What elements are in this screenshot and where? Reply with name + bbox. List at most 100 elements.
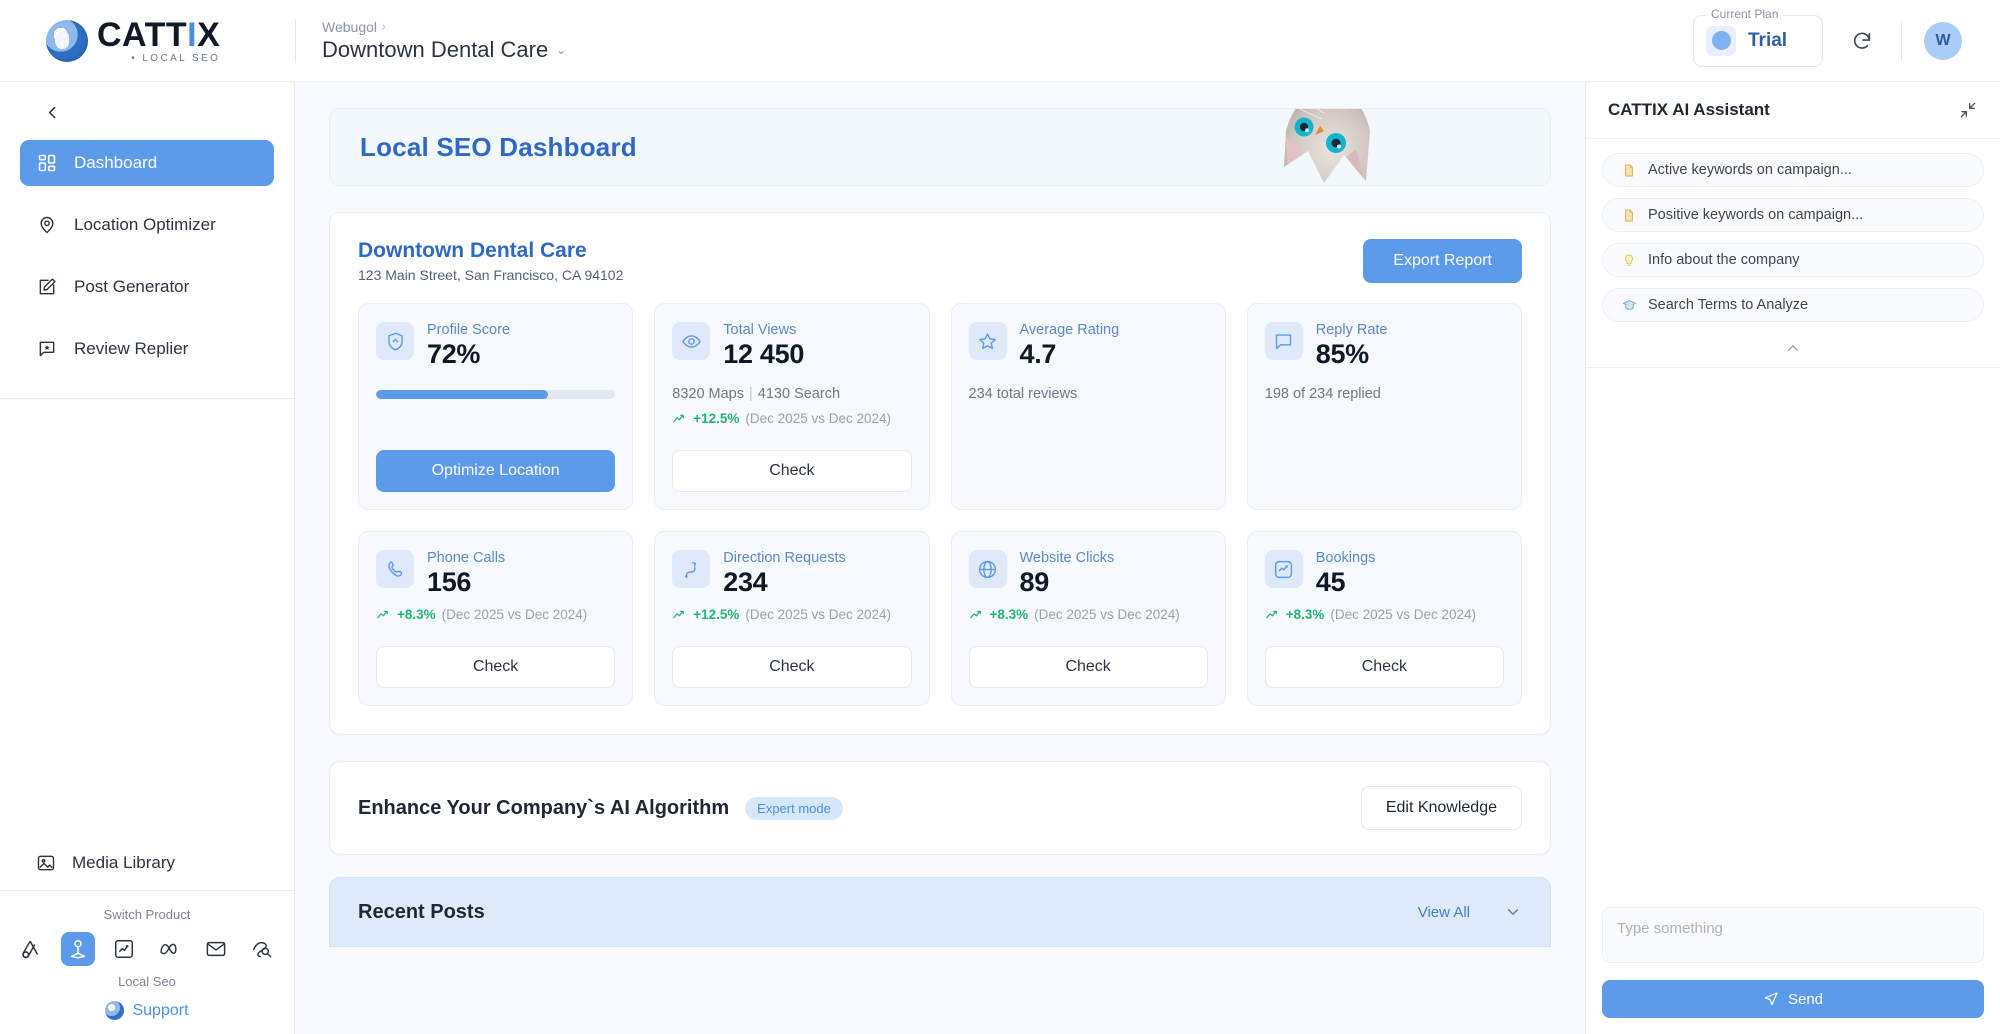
current-plan-legend: Current Plan: [1706, 6, 1784, 21]
sidebar-spacer: [0, 399, 294, 836]
brand-logo[interactable]: CATTIX • LOCAL SEO: [0, 18, 295, 64]
check-button[interactable]: Check: [672, 646, 912, 689]
trend-up-icon: [1266, 610, 1277, 619]
metric-label: Total Views: [723, 322, 797, 338]
breadcrumb-parent[interactable]: Webugol: [322, 18, 378, 35]
edit-knowledge-button[interactable]: Edit Knowledge: [1360, 786, 1522, 831]
current-product-label: Local Seo: [118, 974, 176, 989]
metric-value: 72%: [427, 339, 481, 370]
page-title: Local SEO Dashboard: [360, 131, 637, 162]
check-button[interactable]: Check: [376, 646, 616, 689]
trend-up-icon: [969, 610, 981, 619]
suggestion-search-terms[interactable]: Search Terms to Analyze: [1602, 288, 1984, 322]
current-plan-box[interactable]: Current Plan Trial: [1693, 6, 1823, 67]
sidebar-item-label: Dashboard: [74, 153, 158, 172]
metric-label: Direction Requests: [723, 550, 846, 567]
activity-box-icon: [1264, 550, 1303, 589]
topbar-right-divider: [1901, 20, 1902, 61]
product-switcher: [0, 932, 294, 966]
metric-value: 89: [1019, 567, 1050, 598]
metric-delta: +8.3% (Dec 2025 vs Dec 2024): [376, 607, 615, 622]
cattix-logo-icon: [46, 19, 88, 62]
metric-card-reply-rate: Reply Rate 85% 198 of 234 replied: [1246, 303, 1522, 511]
suggestion-label: Search Terms to Analyze: [1648, 297, 1809, 313]
trend-up-icon: [377, 610, 388, 619]
brand-wordmark: CATTIX • LOCAL SEO: [97, 18, 220, 64]
search-views: 4130 Search: [757, 386, 841, 403]
support-logo-icon: [105, 1001, 125, 1020]
sidebar-item-label: Location Optimizer: [74, 215, 216, 234]
chat-input[interactable]: [1602, 907, 1984, 963]
refresh-icon[interactable]: [1845, 24, 1879, 58]
assistant-title: CATTIX AI Assistant: [1608, 100, 1770, 119]
top-bar: CATTIX • LOCAL SEO Webugol › Downtown De…: [0, 0, 2000, 82]
delta-period: (Dec 2025 vs Dec 2024): [441, 607, 588, 623]
sidebar-item-location-optimizer[interactable]: Location Optimizer: [20, 202, 274, 248]
metric-label: Profile Score: [427, 322, 511, 338]
metric-card-bookings: Bookings 45 +8.3% (Dec 2025 vs Dec 2024)…: [1246, 531, 1522, 707]
document-icon: [1621, 162, 1637, 178]
topbar-actions: Current Plan Trial W: [1693, 6, 2000, 67]
suggestion-positive-keywords[interactable]: Positive keywords on campaign...: [1602, 198, 1984, 232]
metric-label: Reply Rate: [1315, 322, 1388, 338]
metric-label: Average Rating: [1019, 322, 1120, 338]
metric-subtext: 198 of 234 replied: [1264, 386, 1381, 403]
chevron-up-icon[interactable]: [1602, 333, 1984, 367]
metrics-panel-header: Downtown Dental Care 123 Main Street, Sa…: [330, 213, 1550, 283]
breadcrumb: Webugol › Downtown Dental Care ⌄: [322, 19, 566, 63]
directions-icon: [672, 550, 711, 589]
analytics-chart-icon[interactable]: [107, 932, 141, 966]
suggestion-active-keywords[interactable]: Active keywords on campaign...: [1602, 153, 1984, 187]
metric-delta: +12.5% (Dec 2025 vs Dec 2024): [672, 607, 911, 622]
chevron-down-icon[interactable]: [1504, 903, 1522, 921]
check-button[interactable]: Check: [1264, 646, 1504, 689]
metric-delta: +8.3% (Dec 2025 vs Dec 2024): [969, 607, 1208, 622]
delta-period: (Dec 2025 vs Dec 2024): [1330, 607, 1476, 623]
enhance-ai-panel: Enhance Your Company`s AI Algorithm Expe…: [329, 761, 1551, 856]
avatar[interactable]: W: [1924, 21, 1962, 60]
sidebar-item-media-library[interactable]: Media Library: [0, 836, 294, 890]
local-seo-pin-icon[interactable]: [61, 932, 95, 966]
brand-name-main: CATT: [97, 15, 188, 54]
sidebar-item-dashboard[interactable]: Dashboard: [20, 140, 274, 186]
enhance-title: Enhance Your Company`s AI Algorithm: [358, 796, 730, 819]
brand-tagline: • LOCAL SEO: [131, 52, 221, 64]
optimize-location-button[interactable]: Optimize Location: [376, 450, 616, 493]
sidebar-item-label: Media Library: [72, 853, 175, 872]
chevron-left-icon[interactable]: [38, 98, 66, 126]
comment-star-icon: [36, 338, 58, 360]
suggestion-label: Positive keywords on campaign...: [1648, 207, 1864, 223]
sidebar: Dashboard Location Optimizer Post Genera…: [0, 82, 295, 1034]
sidebar-item-review-replier[interactable]: Review Replier: [20, 326, 274, 372]
metric-card-profile-score: Profile Score 72% Optimize Location: [358, 303, 634, 511]
check-button[interactable]: Check: [968, 646, 1208, 689]
brand-name-accent: I: [187, 15, 198, 54]
metric-card-website-clicks: Website Clicks 89 +8.3% (Dec 2025 vs Dec…: [950, 531, 1226, 707]
business-name: Downtown Dental Care: [358, 239, 587, 262]
collapse-diagonal-icon[interactable]: [1958, 100, 1978, 120]
email-icon[interactable]: [199, 932, 233, 966]
body: Dashboard Location Optimizer Post Genera…: [0, 82, 2000, 1034]
assistant-suggestions: Active keywords on campaign... Positive …: [1586, 139, 2000, 367]
export-report-button[interactable]: Export Report: [1363, 239, 1522, 283]
view-all-link[interactable]: View All: [1417, 903, 1470, 921]
delta-percent: +12.5%: [693, 411, 740, 427]
trend-search-icon[interactable]: [245, 932, 279, 966]
support-link[interactable]: Support: [0, 1001, 294, 1020]
metric-label: Bookings: [1315, 550, 1376, 567]
graduation-cap-icon: [1621, 297, 1637, 313]
metric-subtext: 8320 Maps | 4130 Search: [672, 386, 911, 402]
chevron-down-icon[interactable]: ⌄: [556, 42, 567, 57]
send-button[interactable]: Send: [1602, 980, 1984, 1018]
maps-views: 8320 Maps: [672, 386, 744, 403]
metric-value: 4.7: [1019, 339, 1057, 370]
meta-icon[interactable]: [153, 932, 187, 966]
google-ads-icon[interactable]: [15, 932, 49, 966]
delta-percent: +8.3%: [397, 607, 436, 623]
trend-up-icon: [673, 610, 685, 619]
support-label: Support: [132, 1001, 189, 1019]
check-button[interactable]: Check: [672, 450, 912, 493]
suggestion-company-info[interactable]: Info about the company: [1602, 243, 1984, 277]
phone-icon: [376, 550, 414, 589]
sidebar-item-post-generator[interactable]: Post Generator: [20, 264, 274, 310]
